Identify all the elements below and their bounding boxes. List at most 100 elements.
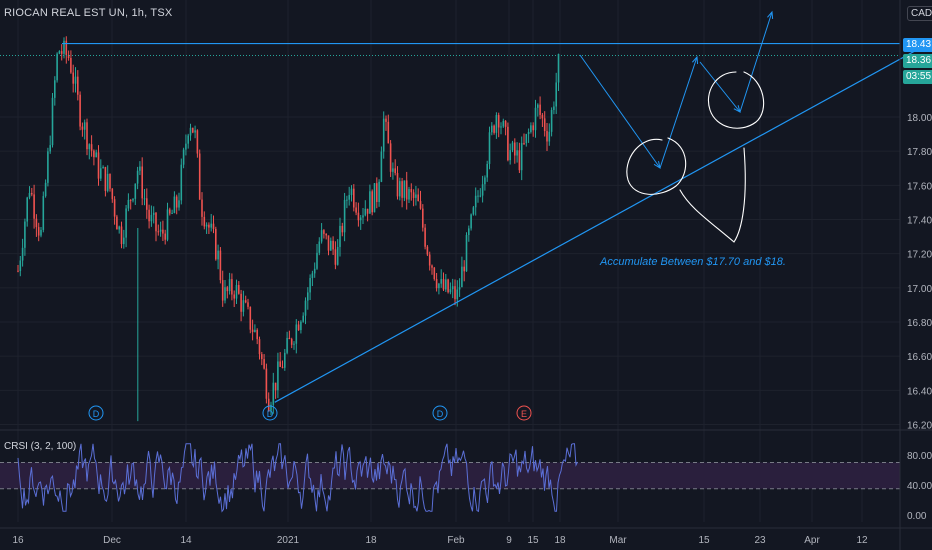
x-tick-label: 18 [365,535,377,546]
candle-body [504,120,507,127]
candle-body [187,135,189,144]
candle-body [334,249,337,265]
projection-arrow [659,56,698,169]
candle-body [497,115,500,128]
candle-body [412,192,415,198]
candle-body [208,224,210,228]
candle-body [274,382,277,391]
candle-body [100,168,102,179]
candle-body [63,40,65,54]
candle-body [553,106,555,111]
candle-body [426,246,429,255]
currency-badge[interactable]: CAD [907,6,932,21]
high-line-price-tag: 18.43 [903,38,932,52]
candle-body [458,287,461,290]
crsi-line [17,443,578,513]
candle-body [530,125,532,132]
candle-body [60,51,63,54]
indicator-title[interactable]: CRSI (3, 2, 100) [4,441,77,452]
candle-body [424,227,426,247]
candle-body [72,72,74,84]
candle-body [171,212,173,214]
candle-body [279,361,281,367]
candle-body [300,321,302,331]
candle-body [256,329,258,340]
candle-body [396,173,399,197]
event-marker-circle [516,405,532,421]
candle-body [51,97,54,146]
candle-body [42,196,45,230]
candle-body [44,182,47,197]
candle-body [277,361,279,391]
candle-body [233,294,235,299]
candle-body [224,287,226,301]
candle-body [270,404,272,411]
candle-body [468,228,470,235]
candle-body [164,233,166,240]
candle-body [295,324,298,344]
candle-body [196,130,199,154]
candle-body [169,209,171,214]
candle-body [401,181,403,198]
candle-body [28,192,31,198]
annotation-text: Accumulate Between $17.70 and $18. [600,256,786,268]
candle-body [376,183,378,202]
candle-body [320,230,323,242]
x-tick-label: 9 [506,535,512,546]
candle-body [157,231,160,233]
candle-body [102,167,104,169]
candle-body [548,131,551,142]
candle-body [445,279,447,290]
candle-body [353,188,355,208]
candle-body [339,225,341,247]
candle-body [357,212,360,221]
candle-body [56,53,58,81]
candle-body [447,279,449,293]
candle-body [109,173,111,189]
candle-body [481,184,484,196]
candle-body [111,188,114,200]
candle-body [403,180,406,198]
candle-body [343,200,346,233]
candle-body [242,300,245,312]
user-drawings [0,10,932,403]
candle-body [24,221,26,248]
crsi-tick-label: 80.00 [907,451,932,462]
event-marker-circle [88,405,104,421]
candle-body [19,260,22,272]
chart-title[interactable]: RIOCAN REAL EST UN, 1h, TSX [4,7,173,19]
candle-body [93,150,95,158]
candle-body [520,143,523,171]
candle-body [293,343,295,345]
candle-body [244,300,247,303]
candle-body [465,234,468,272]
candle-body [341,225,344,233]
candle-body [123,237,125,245]
candle-body [330,240,332,251]
x-tick-label: 2021 [277,535,300,546]
candle-body [422,208,424,228]
candle-body [251,329,254,332]
candle-body [369,191,371,214]
candle-body [284,352,286,368]
y-tick-label: 17.60 [907,181,932,192]
projection-arrow [579,54,661,169]
candle-body [159,229,162,232]
candle-body [125,208,127,238]
candle-body [534,107,537,131]
candle-body [113,199,116,217]
candle-body [297,324,300,331]
crsi-tick-label: 40.00 [907,481,932,492]
candle-body [166,209,169,240]
candle-body [359,217,362,221]
candle-body [31,192,33,195]
candle-body [440,279,442,284]
event-marker-circle [432,405,448,421]
ascending-trendline [274,40,932,403]
candle-body [97,152,100,179]
y-tick-label: 16.80 [907,318,932,329]
candle-body [26,197,28,222]
x-tick-label: Mar [609,535,627,546]
candle-body [433,267,436,280]
